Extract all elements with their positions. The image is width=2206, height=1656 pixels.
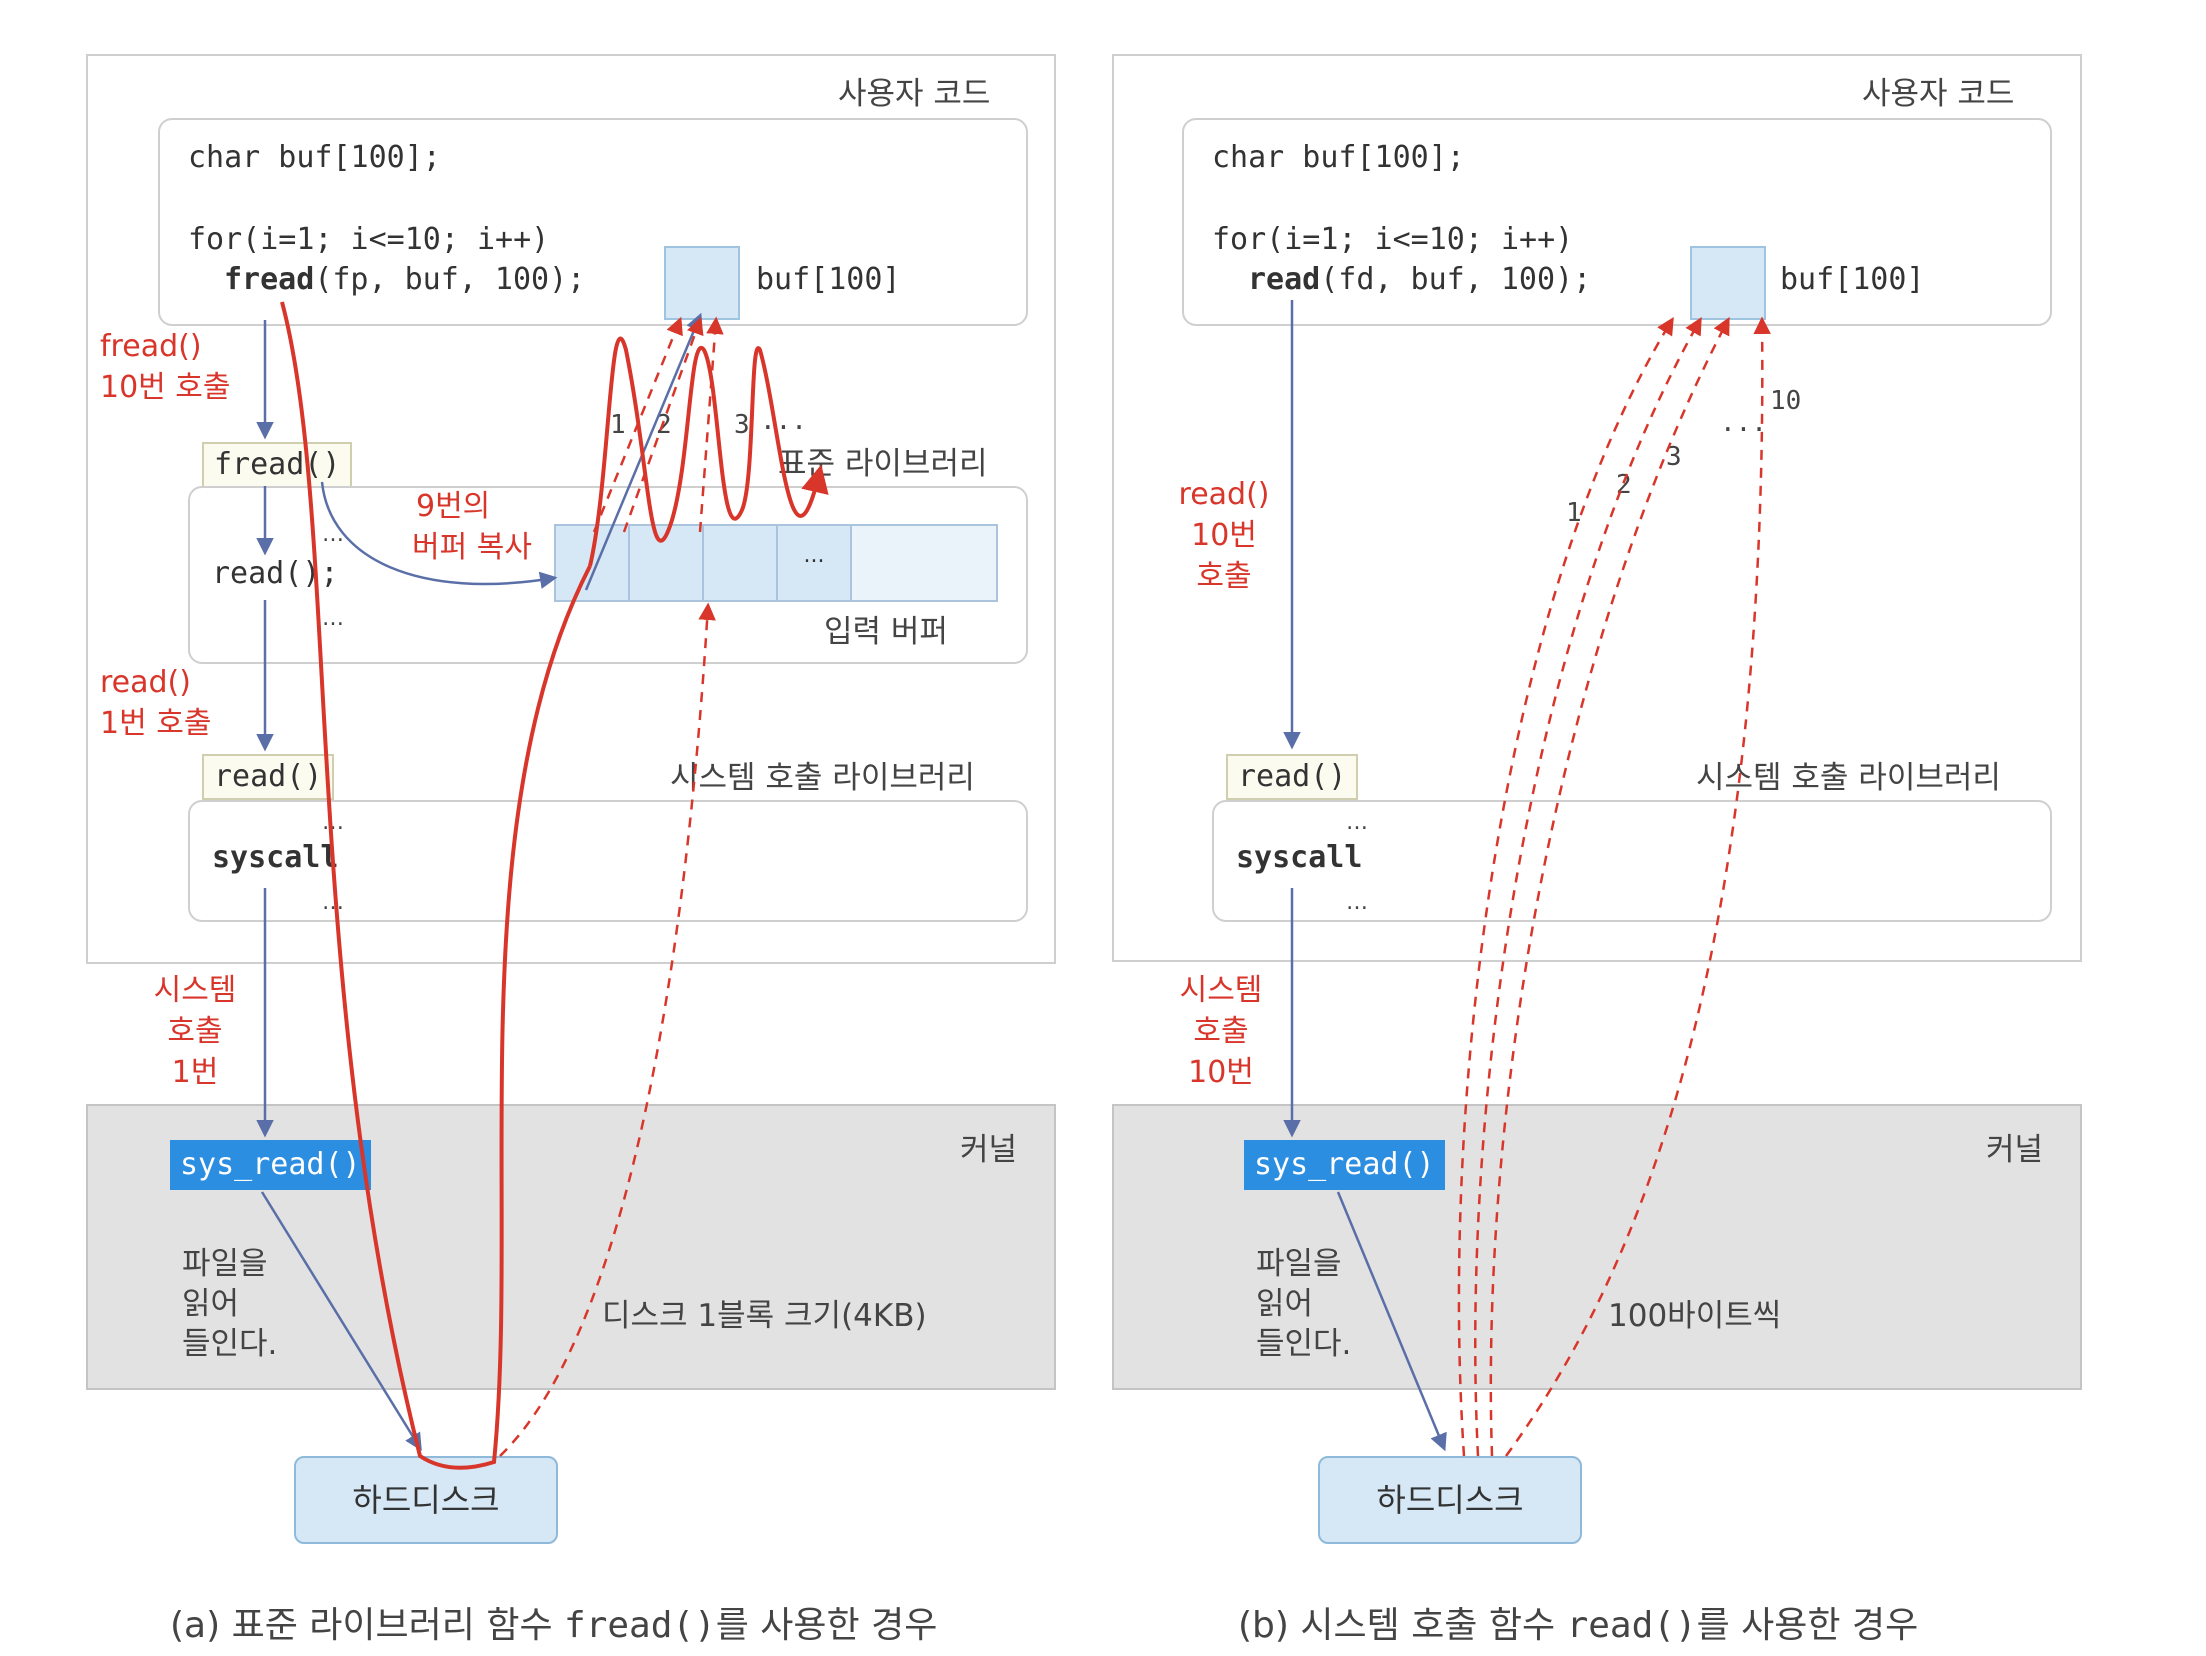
left-kernel-label: 커널 (960, 1132, 1018, 1168)
left-read-file-note-2: 읽어 (182, 1286, 240, 1322)
left-read-call-note-1: read() (100, 665, 191, 700)
left-code-line3: fread(fp, buf, 100); (224, 262, 585, 297)
left-buf-label: buf[100] (756, 262, 901, 297)
left-syscall-dots-top: … (322, 810, 344, 835)
left-code-line2: for(i=1; i<=10; i++) (188, 222, 550, 257)
right-syscall-lib-label: 시스템 호출 라이브러리 (1696, 760, 2001, 796)
left-hard-disk: 하드디스크 (294, 1456, 558, 1544)
transfer-number-10: 10 (1770, 386, 1802, 416)
right-sys-read: sys_read() (1244, 1140, 1445, 1190)
left-caption-code: fread() (564, 1605, 716, 1646)
right-code-line1: char buf[100]; (1212, 140, 1465, 175)
left-sys-note-2: 호출 (167, 1014, 223, 1049)
left-sys-note-1: 시스템 (153, 973, 237, 1008)
left-caption-prefix: (a) 표준 라이브러리 함수 (170, 1605, 565, 1646)
buffer-cell (704, 526, 778, 600)
left-stdlib-dots-top: … (322, 522, 344, 547)
right-hard-disk: 하드디스크 (1318, 1456, 1582, 1544)
right-code-line3: read(fd, buf, 100); (1248, 262, 1591, 297)
left-input-buffer-label: 입력 버퍼 (824, 614, 948, 650)
left-code-box (158, 118, 1028, 326)
right-sys-note-2: 호출 (1193, 1014, 1249, 1049)
right-read-call-note-2: 10번 (1191, 518, 1257, 553)
right-bytes-note: 100바이트씩 (1608, 1298, 1782, 1334)
right-read-call-note: read() 10번 호출 (1160, 474, 1288, 597)
right-caption: (b) 시스템 호출 함수 read()를 사용한 경우 (1238, 1596, 1918, 1648)
left-fread-call-note: fread() 10번 호출 (100, 326, 231, 408)
right-read-call-note-3: 호출 (1196, 559, 1252, 594)
left-stdlib-label: 표준 라이브러리 (778, 446, 988, 482)
copy-number-2: 2 (656, 410, 672, 440)
left-user-code-label: 사용자 코드 (838, 76, 991, 112)
buffer-cell-ellipsis: ... (778, 526, 852, 600)
left-fread-keyword: fread (224, 262, 315, 297)
left-fread-call-note-1: fread() (100, 329, 202, 364)
copy-number-3: 3 (734, 410, 750, 440)
left-copy-note-2: 버퍼 복사 (412, 530, 532, 565)
right-user-code-label: 사용자 코드 (1862, 76, 2015, 112)
right-read-file-note-3: 들인다. (1256, 1326, 1352, 1362)
left-sys-note: 시스템 호출 1번 (140, 970, 250, 1093)
right-read-file-note: 파일을 읽어 들인다. (1256, 1244, 1351, 1364)
buffer-cell (852, 526, 996, 600)
right-caption-prefix: (b) 시스템 호출 함수 (1238, 1605, 1567, 1646)
right-kernel-label: 커널 (1986, 1132, 2044, 1168)
left-stdlib-read: read(); (212, 556, 339, 591)
right-sys-note-3: 10번 (1188, 1055, 1254, 1090)
right-read-keyword: read (1248, 262, 1321, 297)
right-read-args: (fd, buf, 100); (1320, 262, 1592, 297)
left-caption: (a) 표준 라이브러리 함수 fread()를 사용한 경우 (170, 1596, 937, 1648)
left-read-file-note: 파일을 읽어 들인다. (182, 1244, 277, 1364)
left-read-call-note-2: 1번 호출 (100, 706, 212, 741)
right-sys-note-1: 시스템 (1179, 973, 1263, 1008)
left-syscall-tag: read() (202, 754, 335, 800)
right-caption-suffix: 를 사용한 경우 (1696, 1605, 1919, 1646)
left-read-call-note: read() 1번 호출 (100, 662, 211, 744)
right-syscall-dots-bottom: … (1346, 890, 1368, 915)
left-disk-block-note: 디스크 1블록 크기(4KB) (602, 1298, 927, 1334)
left-read-file-note-3: 들인다. (182, 1326, 278, 1362)
right-syscall-dots-top: … (1346, 810, 1368, 835)
right-syscall-tag: read() (1226, 754, 1359, 800)
buffer-cell (630, 526, 704, 600)
transfer-number-1: 1 (1566, 498, 1582, 528)
left-syscall-lib-label: 시스템 호출 라이브러리 (670, 760, 975, 796)
right-code-line2: for(i=1; i<=10; i++) (1212, 222, 1574, 257)
copy-number-more: ... (760, 406, 807, 436)
left-stdlib-tag: fread() (202, 442, 353, 488)
buffer-cell (556, 526, 630, 600)
left-fread-call-note-2: 10번 호출 (100, 370, 231, 405)
left-copy-note: 9번의 버퍼 복사 (412, 486, 532, 568)
right-read-file-note-1: 파일을 (1256, 1246, 1342, 1282)
left-syscall-word: syscall (212, 840, 339, 875)
right-buf-square (1690, 246, 1766, 320)
transfer-number-more: ... (1720, 408, 1767, 438)
left-code-line1: char buf[100]; (188, 140, 441, 175)
right-code-box (1182, 118, 2052, 326)
right-buf-label: buf[100] (1780, 262, 1925, 297)
right-sys-note: 시스템 호출 10번 (1166, 970, 1276, 1093)
left-fread-args: (fp, buf, 100); (314, 262, 586, 297)
left-caption-suffix: 를 사용한 경우 (715, 1605, 938, 1646)
left-read-file-note-1: 파일을 (182, 1246, 268, 1282)
copy-number-1: 1 (610, 410, 626, 440)
right-caption-code: read() (1566, 1605, 1697, 1646)
left-stdlib-dots-bottom: … (322, 606, 344, 631)
left-input-buffer: ... (554, 524, 998, 602)
right-read-call-note-1: read() (1178, 477, 1270, 512)
right-syscall-word: syscall (1236, 840, 1363, 875)
left-sys-read: sys_read() (170, 1140, 371, 1190)
transfer-number-3: 3 (1666, 442, 1682, 472)
left-copy-note-1: 9번의 (416, 489, 491, 524)
left-buf-square (664, 246, 740, 320)
right-read-file-note-2: 읽어 (1256, 1286, 1314, 1322)
transfer-number-2: 2 (1616, 470, 1632, 500)
left-sys-note-3: 1번 (171, 1055, 219, 1090)
left-syscall-dots-bottom: … (322, 890, 344, 915)
